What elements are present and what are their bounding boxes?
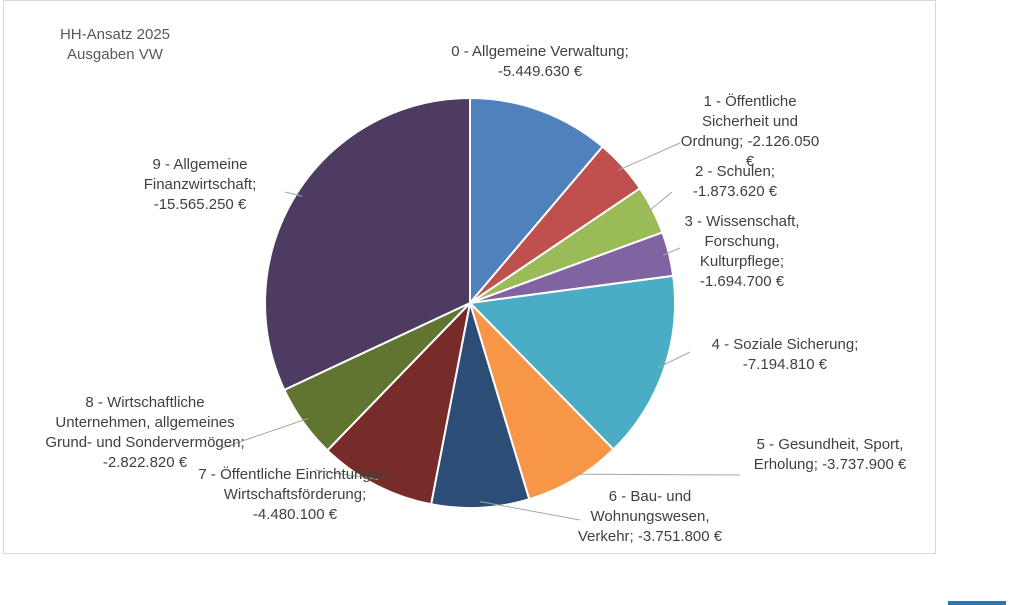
data-label: 2 - Schulen; -1.873.620 € <box>692 163 778 200</box>
chart-frame <box>3 0 936 554</box>
data-label: 7 - Öffentliche Einrichtungen, Wirtschaf… <box>198 466 392 523</box>
pie-slice <box>326 299 472 506</box>
pie-slice <box>469 96 604 306</box>
data-label: 6 - Bau- und Wohnungswesen, Verkehr; -3.… <box>577 488 723 545</box>
pie-slice <box>467 274 676 451</box>
data-label: 4 - Soziale Sicherung; -7.194.810 € <box>711 336 859 373</box>
leader-line <box>284 191 303 197</box>
scroll-indicator <box>948 601 1006 605</box>
leader-line <box>657 351 691 369</box>
data-label: 1 - Öffentliche Sicherheit und Ordnung; … <box>680 93 820 170</box>
data-label: 9 - Allgemeine Finanzwirtschaft; -15.565… <box>143 156 257 213</box>
data-label: 3 - Wissenschaft, Forschung, Kulturpfleg… <box>684 213 800 290</box>
data-label: 5 - Gesundheit, Sport, Erholung; -3.737.… <box>753 436 907 473</box>
leader-line <box>480 501 581 521</box>
pie-slice <box>429 302 531 509</box>
leader-line <box>221 418 309 449</box>
leader-line <box>571 473 741 476</box>
leader-line <box>662 247 681 256</box>
pie-slice <box>264 96 471 392</box>
data-label: 8 - Wirtschaftliche Unternehmen, allgeme… <box>45 394 245 471</box>
data-label: 0 - Allgemeine Verwaltung; -5.449.630 € <box>451 43 629 80</box>
pie-slice <box>469 302 615 501</box>
chart-title: HH-Ansatz 2025 <box>59 26 171 43</box>
leader-line <box>617 142 681 171</box>
leader-line <box>646 191 673 213</box>
leader-line <box>314 469 379 480</box>
chart-subtitle: Ausgaben VW <box>67 46 163 63</box>
